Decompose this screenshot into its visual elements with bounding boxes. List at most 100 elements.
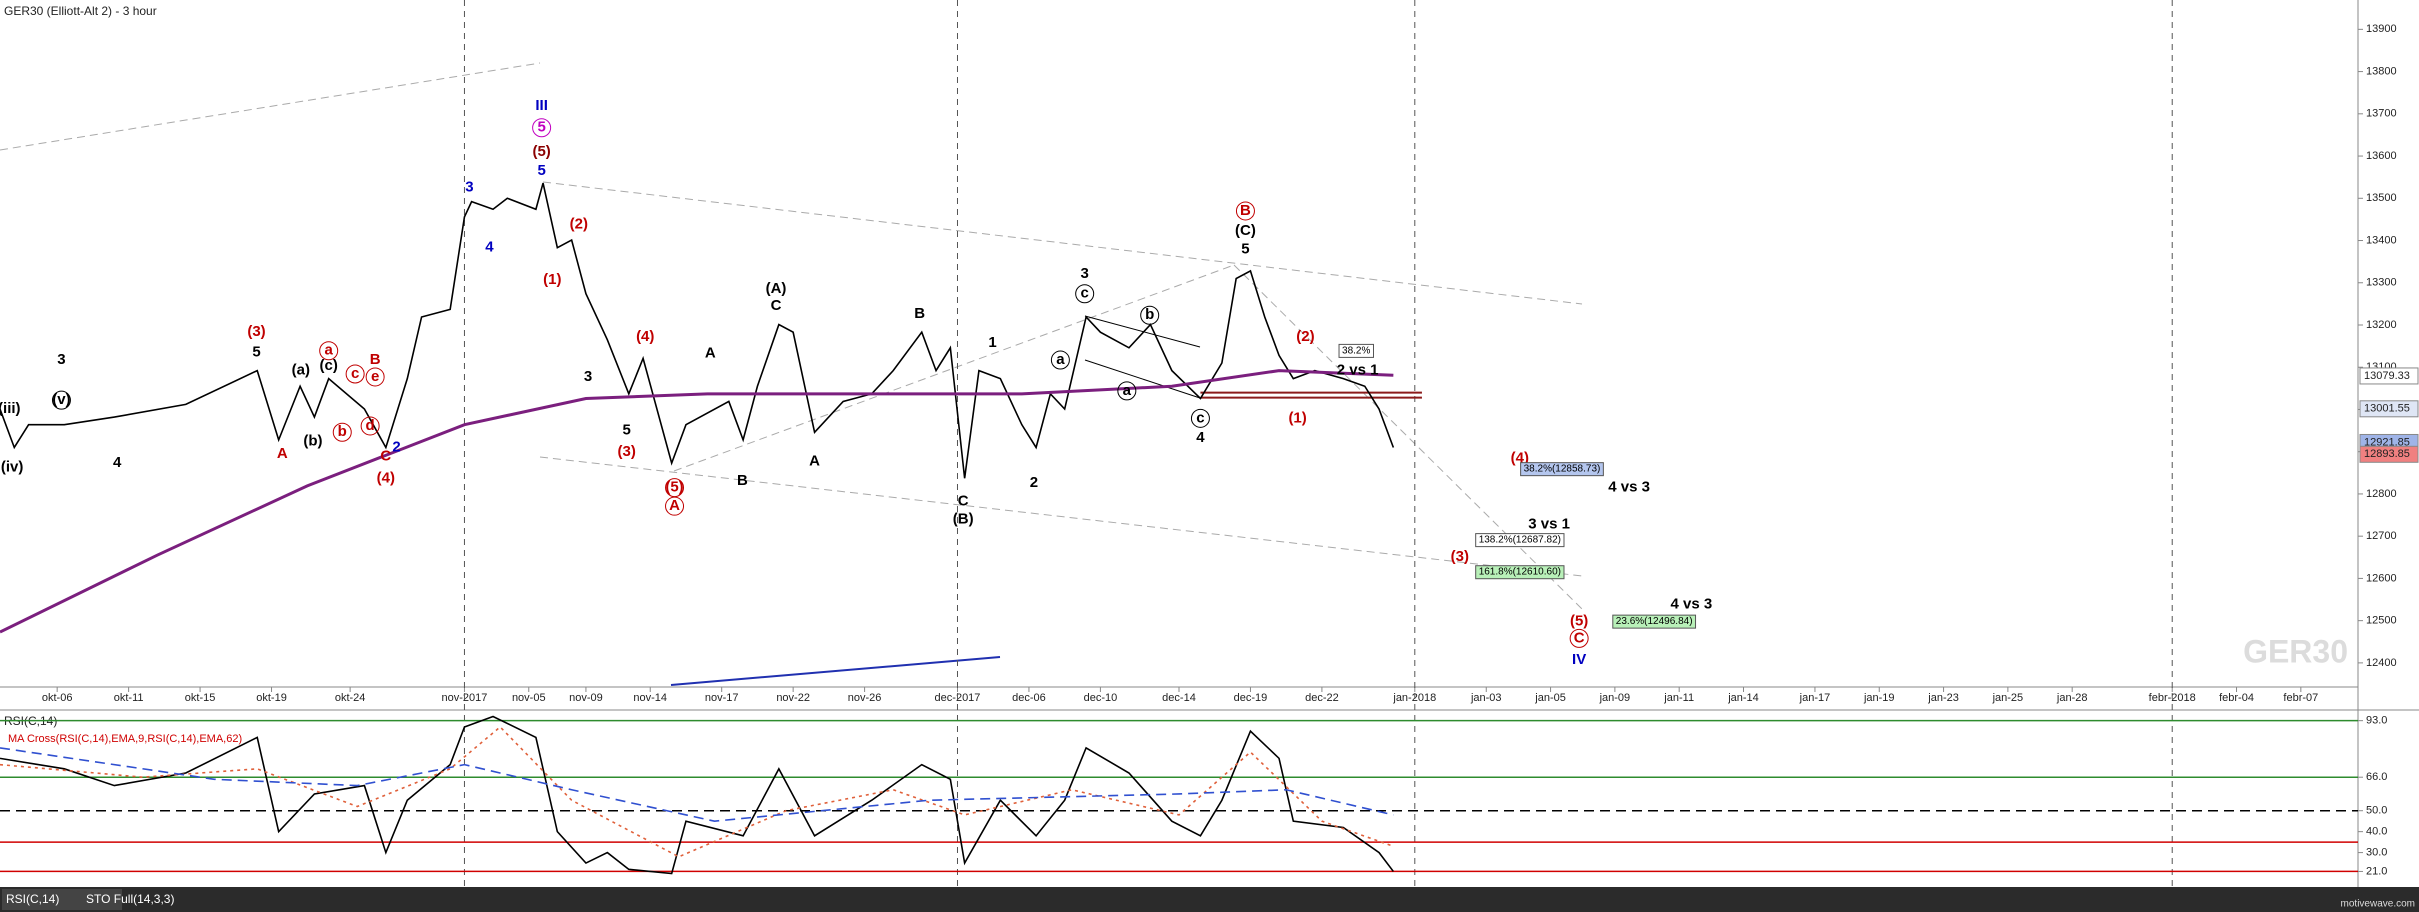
price-tag-label: 13001.55 xyxy=(2364,403,2410,415)
wave-label: (c) xyxy=(320,357,338,374)
wave-label: 4 xyxy=(113,454,122,471)
price-tag-label: 13079.33 xyxy=(2364,370,2410,382)
fib-box xyxy=(1520,462,1604,477)
y-tick-label: 12700 xyxy=(2366,530,2397,542)
wave-label: d xyxy=(366,417,375,434)
y-tick-label: 12600 xyxy=(2366,572,2397,584)
wave-label: (3) xyxy=(247,323,265,340)
trend-line xyxy=(1084,359,1201,399)
wave-label: 5 xyxy=(1241,240,1249,257)
series-line xyxy=(0,182,1395,479)
price-tag-label: 12893.85 xyxy=(2364,448,2410,460)
wave-circle xyxy=(1569,628,1589,648)
source: motivewave.com xyxy=(2341,899,2415,910)
x-tick-label: jan-23 xyxy=(1927,692,1959,704)
price-tag-label: 12921.85 xyxy=(2364,436,2410,448)
wave-label: A xyxy=(809,452,820,469)
chart-title: GER30 (Elliott-Alt 2) - 3 hour xyxy=(4,4,157,18)
wave-label: C xyxy=(771,297,782,314)
wave-label: (v) xyxy=(52,391,70,408)
watermark: GER30 xyxy=(2243,633,2348,669)
wave-label: b xyxy=(338,423,347,440)
wave-label: (1) xyxy=(543,271,561,288)
wave-label: (2) xyxy=(1296,328,1314,345)
trend-line xyxy=(1233,264,1583,610)
y-tick-label: 13900 xyxy=(2366,23,2397,35)
wave-label: 161.8%(12610.60) xyxy=(1479,567,1561,578)
y-tick-label: 30.0 xyxy=(2366,846,2387,858)
wave-label: 4 xyxy=(1196,429,1205,446)
x-tick-label: jan-28 xyxy=(2056,692,2088,704)
y-tick-label: 93.0 xyxy=(2366,715,2387,727)
x-tick-label: dec-10 xyxy=(1084,692,1118,704)
x-tick-label: jan-05 xyxy=(1534,692,1566,704)
wave-label: (a) xyxy=(292,362,310,379)
x-tick-label: okt-19 xyxy=(256,692,287,704)
x-tick-label: jan-17 xyxy=(1799,692,1831,704)
wave-label: 138.2%(12687.82) xyxy=(1479,535,1561,546)
x-tick-label: febr-04 xyxy=(2219,692,2254,704)
wave-label: A xyxy=(669,497,680,514)
wave-label: B xyxy=(914,305,925,322)
fib-box xyxy=(1612,614,1697,629)
x-tick-label: nov-22 xyxy=(776,692,810,704)
x-tick-label: dec-06 xyxy=(1012,692,1046,704)
y-tick-label: 13400 xyxy=(2366,234,2397,246)
wave-label: (iii) xyxy=(0,400,21,417)
price-tag xyxy=(2359,400,2419,418)
wave-label: c xyxy=(1081,285,1089,302)
x-tick-label: nov-09 xyxy=(569,692,603,704)
trend-line xyxy=(0,62,541,151)
wave-circle xyxy=(532,118,552,138)
x-tick-label: febr-07 xyxy=(2283,692,2318,704)
x-tick-label: nov-26 xyxy=(848,692,882,704)
wave-label: (A) xyxy=(766,280,787,297)
y-tick-label: 66.0 xyxy=(2366,771,2387,783)
wave-label: (1) xyxy=(1288,409,1306,426)
tab[interactable] xyxy=(2,889,122,910)
x-tick-label: nov-17 xyxy=(705,692,739,704)
wave-label: (iv) xyxy=(1,459,24,476)
wave-circle xyxy=(1140,305,1160,325)
wave-label: (4) xyxy=(636,328,654,345)
x-tick-label: okt-15 xyxy=(185,692,216,704)
wave-label: 4 vs 3 xyxy=(1608,479,1650,496)
tab-label[interactable]: RSI(C,14) xyxy=(6,892,59,906)
wave-label: a xyxy=(1123,382,1132,399)
wave-label: c xyxy=(1196,409,1204,426)
price-tag xyxy=(2359,445,2419,463)
y-tick-label: 13800 xyxy=(2366,65,2397,77)
wave-label: 3 xyxy=(1081,265,1089,282)
wave-label: B xyxy=(1240,202,1251,219)
wave-label: a xyxy=(1056,351,1065,368)
wave-circle xyxy=(1050,350,1070,370)
tab-label[interactable]: STO Full(14,3,3) xyxy=(86,892,174,906)
series-line xyxy=(0,715,1394,875)
wave-circle xyxy=(1190,408,1210,428)
x-tick-label: dec-14 xyxy=(1162,692,1196,704)
x-tick-label: okt-24 xyxy=(335,692,366,704)
y-tick-label: 13500 xyxy=(2366,192,2397,204)
wave-label: 23.6%(12496.84) xyxy=(1616,616,1693,627)
x-tick-label: jan-03 xyxy=(1470,692,1502,704)
wave-circle xyxy=(665,496,685,516)
trend-line xyxy=(542,181,1583,305)
y-tick-label: 12400 xyxy=(2366,657,2397,669)
wave-label: 4 vs 3 xyxy=(1670,596,1712,613)
wave-label: 2 vs 1 xyxy=(1337,362,1379,379)
y-tick-label: 13300 xyxy=(2366,277,2397,289)
x-tick-label: jan-09 xyxy=(1599,692,1631,704)
wave-circle xyxy=(319,341,339,361)
wave-label: (B) xyxy=(953,511,974,528)
trend-line xyxy=(670,656,1001,686)
fib-box xyxy=(1338,343,1374,358)
wave-label: 2 xyxy=(1030,474,1038,491)
price-tag xyxy=(2359,367,2419,385)
x-tick-label: nov-14 xyxy=(633,692,667,704)
wave-label: 1 xyxy=(988,334,996,351)
wave-label: (5) xyxy=(532,143,550,160)
y-tick-label: 40.0 xyxy=(2366,826,2387,838)
wave-label: b xyxy=(1145,306,1154,323)
trend-lines xyxy=(0,62,1583,610)
